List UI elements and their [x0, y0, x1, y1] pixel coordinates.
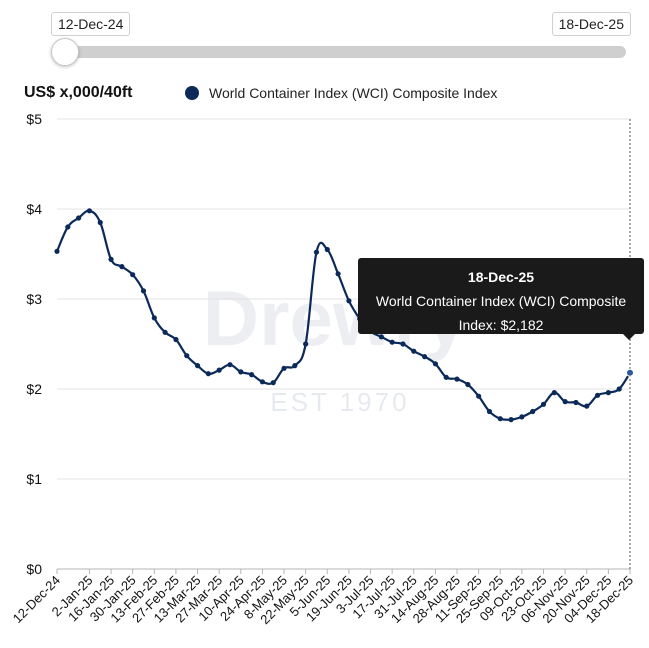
data-point[interactable] [65, 224, 71, 230]
tooltip: 18-Dec-25 World Container Index (WCI) Co… [358, 258, 644, 334]
data-point[interactable] [421, 354, 428, 360]
data-point[interactable] [486, 408, 493, 415]
date-range-slider-handle[interactable] [51, 38, 79, 66]
data-point[interactable] [454, 376, 460, 382]
data-point[interactable] [303, 341, 309, 347]
data-point[interactable] [54, 248, 60, 254]
data-point[interactable] [573, 399, 579, 406]
data-point[interactable] [324, 246, 330, 253]
data-point[interactable] [411, 348, 417, 354]
data-point[interactable] [519, 414, 525, 420]
data-point[interactable] [400, 341, 406, 347]
data-point[interactable] [432, 361, 438, 367]
legend-label: World Container Index (WCI) Composite In… [209, 85, 498, 101]
data-point[interactable] [281, 365, 287, 371]
data-point[interactable] [292, 363, 298, 369]
data-point[interactable] [130, 272, 136, 278]
data-point[interactable] [97, 219, 103, 226]
series-points [54, 208, 634, 423]
range-end-label: 18-Dec-25 [551, 12, 631, 36]
data-point[interactable] [151, 315, 157, 321]
data-point[interactable] [205, 371, 211, 377]
data-point[interactable] [551, 390, 557, 396]
y-axis: $0 $1 $2 $3 $4 $5 [26, 111, 42, 577]
data-point[interactable] [76, 215, 82, 221]
tooltip-pointer [622, 333, 636, 340]
data-point[interactable] [335, 271, 341, 277]
date-range-slider-track[interactable] [54, 46, 626, 58]
data-point[interactable] [389, 339, 395, 345]
data-point[interactable] [238, 369, 244, 375]
data-point[interactable] [194, 363, 201, 369]
y-tick-label: $0 [26, 561, 42, 577]
data-point[interactable] [626, 368, 634, 377]
data-point[interactable] [346, 298, 352, 304]
data-point[interactable] [140, 288, 147, 294]
data-point[interactable] [108, 256, 114, 262]
y-tick-label: $5 [26, 111, 42, 127]
data-point[interactable] [594, 392, 601, 398]
data-point[interactable] [378, 334, 384, 340]
data-point[interactable] [119, 264, 125, 270]
legend[interactable]: World Container Index (WCI) Composite In… [185, 85, 497, 101]
y-tick-label: $4 [26, 201, 42, 217]
data-point[interactable] [540, 401, 547, 407]
data-point[interactable] [530, 408, 536, 415]
data-point[interactable] [508, 417, 514, 423]
data-point[interactable] [584, 403, 590, 409]
watermark-est: EST 1970 [270, 387, 409, 417]
tooltip-value: Index: $2,182 [458, 317, 544, 333]
data-point[interactable] [249, 372, 255, 378]
x-tick-label: 12-Dec-24 [10, 573, 64, 627]
data-point[interactable] [259, 379, 266, 385]
data-point[interactable] [616, 386, 622, 392]
data-point[interactable] [562, 399, 568, 405]
data-point[interactable] [605, 390, 611, 396]
data-point[interactable] [216, 367, 222, 373]
y-tick-label: $3 [26, 291, 42, 307]
y-tick-label: $2 [26, 381, 42, 397]
data-point[interactable] [227, 362, 233, 368]
data-point[interactable] [476, 393, 482, 399]
data-point[interactable] [443, 374, 449, 380]
tooltip-date: 18-Dec-25 [467, 269, 535, 285]
data-point[interactable] [173, 336, 179, 343]
data-point[interactable] [497, 416, 503, 422]
y-axis-unit-label: US$ x,000/40ft [24, 84, 133, 101]
tooltip-series: World Container Index (WCI) Composite [375, 293, 627, 309]
legend-marker [185, 86, 199, 100]
data-point[interactable] [313, 249, 320, 255]
range-start-label: 12-Dec-24 [51, 12, 131, 36]
data-point[interactable] [270, 380, 276, 386]
data-point[interactable] [465, 381, 471, 388]
x-axis: 12-Dec-242-Jan-2516-Jan-2530-Jan-2513-Fe… [10, 569, 636, 627]
data-point[interactable] [86, 208, 93, 214]
data-point[interactable] [184, 353, 190, 359]
y-tick-label: $1 [26, 471, 42, 487]
data-point[interactable] [162, 329, 168, 335]
